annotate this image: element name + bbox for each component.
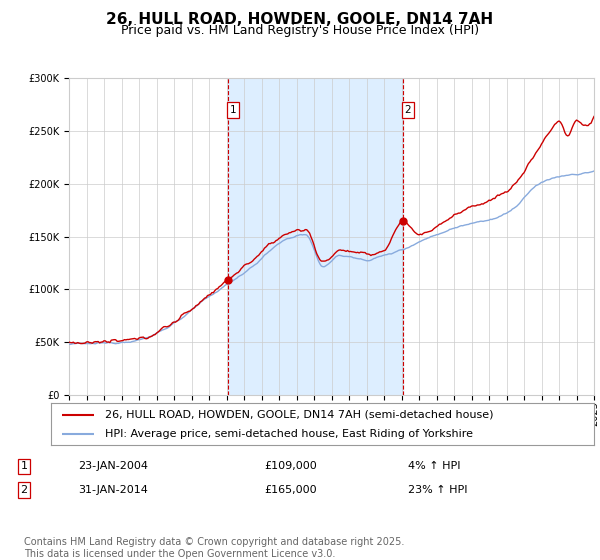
Text: 23-JAN-2004: 23-JAN-2004 [78,461,148,472]
Text: 26, HULL ROAD, HOWDEN, GOOLE, DN14 7AH: 26, HULL ROAD, HOWDEN, GOOLE, DN14 7AH [106,12,494,27]
Text: 31-JAN-2014: 31-JAN-2014 [78,485,148,495]
Text: HPI: Average price, semi-detached house, East Riding of Yorkshire: HPI: Average price, semi-detached house,… [106,429,473,439]
Text: Contains HM Land Registry data © Crown copyright and database right 2025.
This d: Contains HM Land Registry data © Crown c… [24,537,404,559]
Text: 26, HULL ROAD, HOWDEN, GOOLE, DN14 7AH (semi-detached house): 26, HULL ROAD, HOWDEN, GOOLE, DN14 7AH (… [106,409,494,419]
Text: 23% ↑ HPI: 23% ↑ HPI [408,485,467,495]
Text: 1: 1 [229,105,236,115]
Text: 4% ↑ HPI: 4% ↑ HPI [408,461,461,472]
Text: 2: 2 [404,105,411,115]
Bar [228,78,403,395]
Text: £165,000: £165,000 [264,485,317,495]
Text: £109,000: £109,000 [264,461,317,472]
Text: Price paid vs. HM Land Registry's House Price Index (HPI): Price paid vs. HM Land Registry's House … [121,24,479,36]
Text: 2: 2 [20,485,28,495]
Text: 1: 1 [20,461,28,472]
